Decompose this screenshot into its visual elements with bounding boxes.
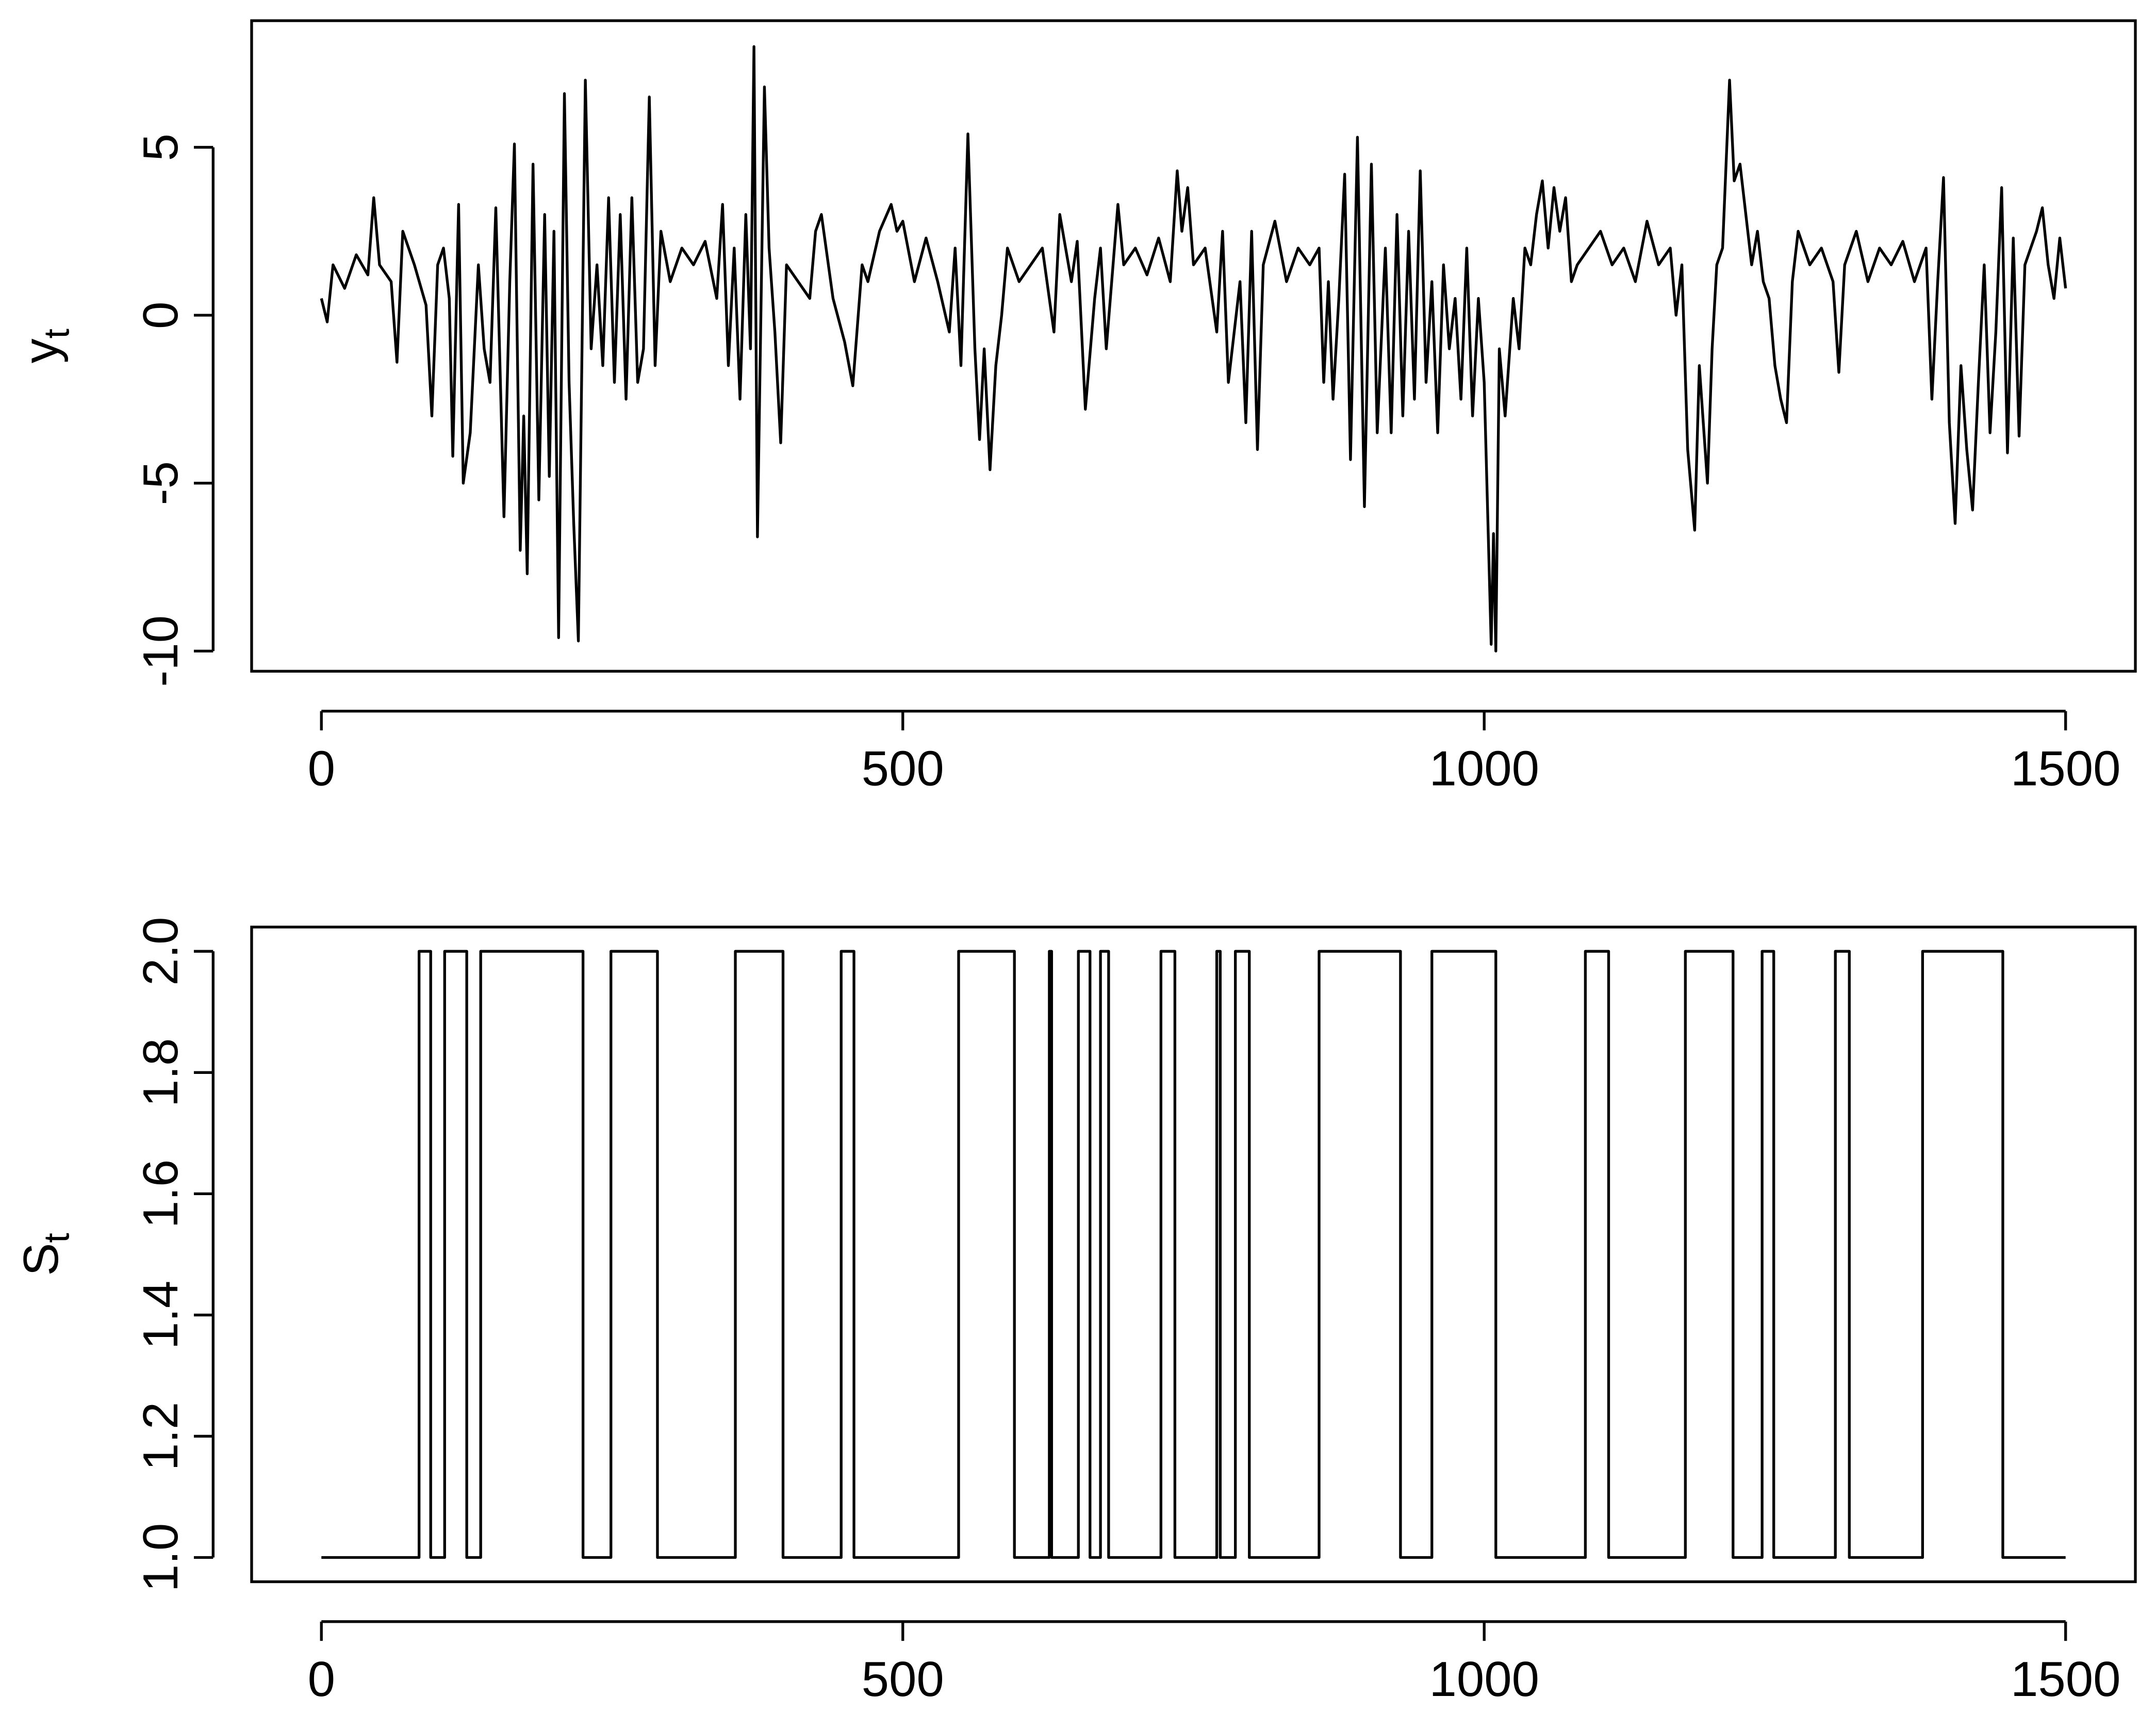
y-tick-label: 1.0 [133,1523,188,1592]
x-tick-label: 500 [862,741,944,796]
y-axis-label-base: S [13,1243,69,1276]
y-tick-label: -10 [133,615,188,687]
y-axis-label-base: y [13,338,69,363]
x-tick-label: 1500 [2011,741,2121,796]
x-tick-label: 0 [308,1652,335,1707]
y-tick-label: 0 [133,301,188,329]
y-axis-label-sub: t [36,1233,76,1243]
plot-frame [250,925,2137,1584]
y-tick-label: -5 [133,461,188,505]
x-tick-label: 1000 [1429,1652,1539,1707]
y-tick-label: 5 [133,134,188,161]
y-tick-label: 1.4 [133,1281,188,1349]
x-tick-label: 1500 [2011,1652,2121,1707]
y-axis-label-sub: t [36,329,76,338]
x-tick-label: 1000 [1429,741,1539,796]
data-line [320,45,2067,652]
x-tick-label: 0 [308,741,335,796]
plot-frame [250,19,2137,673]
x-tick-label: 500 [862,1652,944,1707]
y-tick-label: 1.8 [133,1038,188,1107]
y-axis-label: yt [13,329,76,363]
y-axis-label: St [13,1233,76,1276]
y-tick-label: 2.0 [133,917,188,986]
y-tick-label: 1.2 [133,1402,188,1471]
data-line [321,950,2066,1559]
y-tick-label: 1.6 [133,1160,188,1228]
